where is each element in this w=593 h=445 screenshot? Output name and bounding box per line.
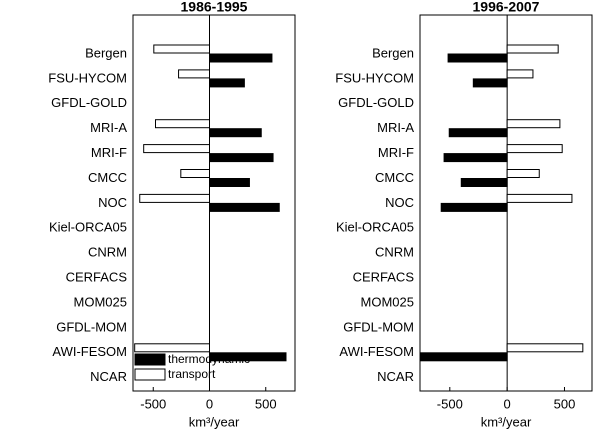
bar [443, 153, 508, 163]
category-label: GFDL-GOLD [338, 95, 414, 110]
category-label: CMCC [375, 170, 414, 185]
category-label: MOM025 [74, 294, 127, 309]
category-label: MRI-F [91, 145, 127, 160]
category-label: AWI-FESOM [52, 344, 127, 359]
bar [134, 343, 210, 353]
category-label: FSU-HYCOM [335, 70, 414, 85]
category-label: MRI-A [377, 120, 414, 135]
category-label: NOC [385, 195, 414, 210]
bar [420, 352, 508, 362]
category-label: AWI-FESOM [339, 344, 414, 359]
bar [139, 193, 210, 203]
bar [209, 53, 273, 63]
bar [209, 202, 280, 212]
category-label: FSU-HYCOM [48, 70, 127, 85]
bar [506, 44, 559, 54]
bar [153, 44, 210, 54]
panel-title: 1996-2007 [473, 0, 540, 15]
panel: 1986-1995 -500 0 500 km³/year Bergen FSU-HYCOM… [48, 0, 296, 429]
category-label: CNRM [375, 245, 414, 260]
x-tick-label: -500 [140, 396, 166, 411]
category-label: Bergen [85, 45, 127, 60]
bar [506, 119, 561, 129]
legend-swatch [134, 368, 166, 381]
category-label: CNRM [88, 245, 127, 260]
bar [178, 69, 210, 79]
bar [209, 78, 245, 88]
bar [448, 128, 508, 138]
x-axis-label: km³/year [189, 414, 240, 429]
category-label: GFDL-MOM [56, 319, 127, 334]
bar [506, 169, 540, 178]
bar [506, 144, 563, 154]
category-label: CMCC [88, 170, 127, 185]
category-label: GFDL-MOM [343, 319, 414, 334]
legend-label: thermodynamic [168, 352, 250, 366]
bar [155, 119, 210, 129]
bar [447, 53, 508, 63]
category-label: CERFACS [66, 270, 128, 285]
bar [209, 153, 274, 163]
x-tick-label: 500 [554, 396, 576, 411]
x-tick-label: 500 [255, 396, 277, 411]
panel-title: 1986-1995 [181, 0, 248, 15]
category-label: GFDL-GOLD [51, 95, 127, 110]
category-label: MOM025 [361, 294, 414, 309]
panel: 1996-2007 -500 0 500 km³/year Bergen FSU-HYCOM… [335, 0, 593, 429]
bar [209, 128, 262, 138]
category-label: NCAR [377, 369, 414, 384]
bar [143, 144, 210, 154]
category-label: NOC [98, 195, 127, 210]
category-label: Bergen [372, 45, 414, 60]
bar [180, 169, 210, 178]
legend-swatch [134, 353, 166, 366]
bar [440, 202, 508, 212]
category-label: CERFACS [353, 270, 415, 285]
x-tick-label: 0 [504, 396, 511, 411]
category-label: NCAR [90, 369, 127, 384]
category-label: Kiel-ORCA05 [49, 220, 127, 235]
category-label: MRI-A [90, 120, 127, 135]
category-label: Kiel-ORCA05 [336, 220, 414, 235]
x-tick-label: -500 [437, 396, 463, 411]
bar [506, 193, 573, 203]
x-tick-label: 0 [206, 396, 213, 411]
legend-label: transport [168, 367, 216, 381]
bar [460, 178, 508, 187]
x-axis-label: km³/year [481, 414, 532, 429]
bar [209, 178, 250, 187]
bar [209, 352, 287, 362]
bar [506, 343, 584, 353]
bar [506, 69, 534, 79]
category-label: MRI-F [378, 145, 414, 160]
bar [472, 78, 508, 88]
